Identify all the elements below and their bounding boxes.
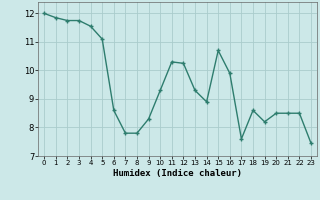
X-axis label: Humidex (Indice chaleur): Humidex (Indice chaleur) bbox=[113, 169, 242, 178]
